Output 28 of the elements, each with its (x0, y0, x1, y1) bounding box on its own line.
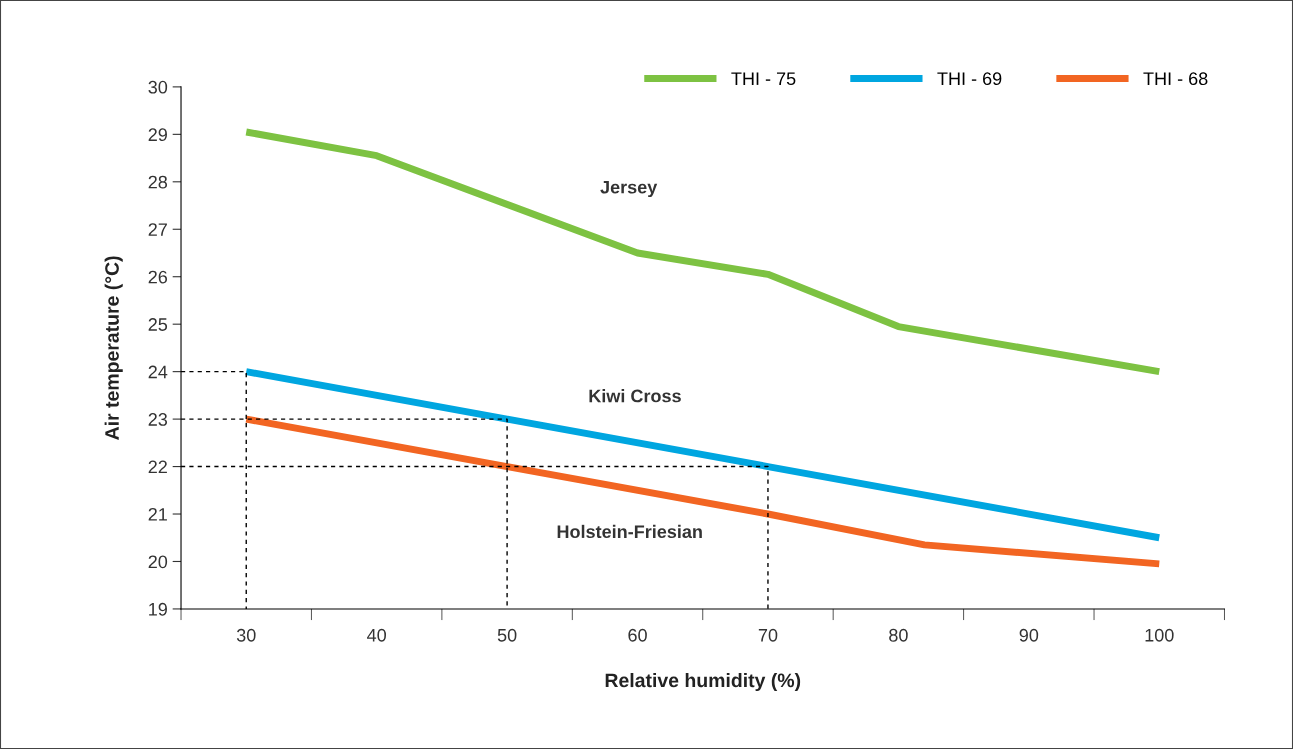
y-tick-label: 19 (149, 602, 167, 616)
x-tick-label: 60 (628, 628, 647, 642)
x-tick-label: 90 (1019, 628, 1039, 642)
x-tick-label: 40 (367, 628, 386, 642)
legend-label: THI - 75 (731, 72, 796, 86)
annotation: Jersey (600, 180, 658, 198)
x-tick-label: 50 (497, 628, 517, 642)
x-tick-label: 70 (758, 628, 778, 642)
annotation: Holstein-Friesian (557, 524, 702, 539)
y-tick-label: 25 (148, 318, 168, 331)
x-tick-label: 30 (236, 628, 256, 642)
y-tick-label: 20 (148, 555, 168, 569)
y-tick-label: 29 (148, 128, 167, 142)
y-tick-label: 22 (148, 460, 167, 474)
y-tick-label: 26 (148, 270, 168, 284)
x-tick-label: 100 (1145, 628, 1174, 642)
x-tick-label: 80 (889, 628, 908, 642)
legend-label: THI - 69 (937, 72, 1002, 86)
y-tick-label: 21 (148, 507, 167, 521)
y-tick-label: 23 (148, 413, 168, 426)
annotation: Kiwi Cross (589, 389, 681, 403)
x-axis-title: Relative humidity (%) (605, 672, 801, 692)
y-tick-label: 27 (148, 223, 167, 236)
y-tick-label: 28 (148, 175, 168, 189)
y-tick-label: 30 (148, 80, 168, 94)
y-tick-label: 24 (148, 365, 168, 379)
y-axis-title: Air temperature (°C) (104, 256, 123, 440)
legend-label: THI - 68 (1143, 72, 1208, 86)
